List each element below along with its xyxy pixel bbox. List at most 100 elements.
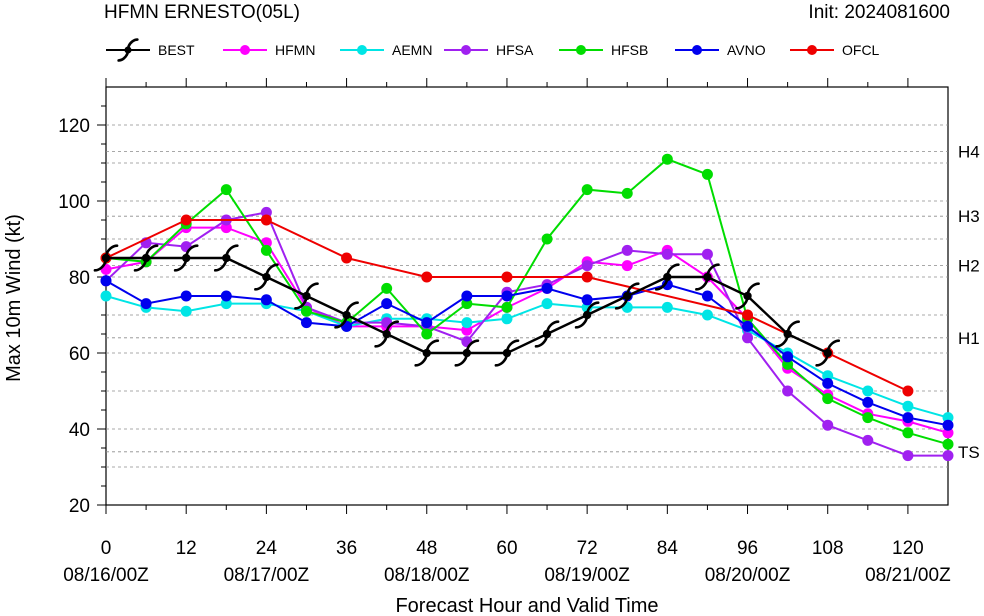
data-point <box>100 290 112 302</box>
data-point <box>581 271 593 283</box>
legend: BEST HFMN AEMN HFSA HFSB AVNO OFCL <box>106 38 880 62</box>
data-point <box>942 419 954 431</box>
date-label: 08/21/00Z <box>865 565 951 586</box>
x-tick-label: 72 <box>577 538 598 559</box>
best-track-point <box>213 244 239 272</box>
data-point <box>541 233 553 245</box>
data-point <box>260 214 272 226</box>
data-point <box>661 248 673 260</box>
best-track-point <box>374 320 400 348</box>
y-tick-label: 100 <box>58 192 90 213</box>
data-point <box>100 275 112 287</box>
legend-label: BEST <box>158 42 195 58</box>
legend-label: HFMN <box>275 42 315 58</box>
series-line <box>105 226 949 434</box>
init-label: Init: 2024081600 <box>808 2 950 23</box>
data-point <box>621 187 633 199</box>
data-point <box>501 313 513 325</box>
series-line <box>105 295 949 419</box>
legend-label: HFSB <box>611 42 648 58</box>
x-tick-label: 84 <box>657 538 679 559</box>
data-point <box>822 370 834 382</box>
data-point <box>220 298 232 310</box>
data-point <box>701 309 713 321</box>
legend-item-ofcl: OFCL <box>790 42 880 58</box>
best-track-point <box>695 263 720 291</box>
best-track-point <box>454 339 480 367</box>
data-point <box>260 206 272 218</box>
legend-item-hfsb: HFSB <box>559 42 648 58</box>
x-tick-label: 120 <box>892 538 924 559</box>
date-label: 08/20/00Z <box>705 565 791 586</box>
best-track-point <box>574 301 600 329</box>
date-label: 08/19/00Z <box>544 565 630 586</box>
y-axis-label: Max 10m Wind (kt) <box>3 214 25 382</box>
data-point <box>782 351 794 363</box>
best-track-point <box>534 320 560 348</box>
x-tick-label: 48 <box>416 538 437 559</box>
chart-title: HFMN ERNESTO(05L) <box>104 2 300 23</box>
legend-item-best: BEST <box>106 38 195 62</box>
data-point <box>180 305 192 317</box>
best-track-point <box>334 301 359 329</box>
data-point <box>581 301 593 313</box>
legend-item-aemn: AEMN <box>340 42 432 58</box>
data-point <box>902 427 914 439</box>
legend-label: OFCL <box>842 42 880 58</box>
data-point <box>862 396 874 408</box>
data-point <box>942 412 954 424</box>
series-line <box>105 211 948 457</box>
data-point <box>220 184 232 196</box>
data-point <box>822 419 834 431</box>
series-avno <box>100 275 954 431</box>
threshold-label: H2 <box>958 257 980 276</box>
best-track-point <box>414 339 440 367</box>
best-track-point <box>494 339 520 367</box>
data-point <box>902 385 914 397</box>
data-point <box>661 153 673 165</box>
data-point <box>701 168 713 180</box>
legend-marker <box>461 45 471 55</box>
date-label: 08/16/00Z <box>63 565 149 586</box>
y-tick-label: 60 <box>69 344 90 365</box>
data-point <box>701 290 713 302</box>
data-point <box>421 317 433 329</box>
x-tick-label: 12 <box>176 538 197 559</box>
data-point <box>581 260 593 272</box>
data-point <box>260 294 272 306</box>
data-point <box>902 412 914 424</box>
data-point <box>501 271 513 283</box>
date-label: 08/18/00Z <box>384 565 470 586</box>
data-point <box>461 290 473 302</box>
data-point <box>461 298 473 310</box>
best-track-point <box>254 263 279 291</box>
data-point <box>661 279 673 291</box>
legend-item-avno: AVNO <box>675 42 766 58</box>
best-track-point <box>173 244 199 272</box>
x-tick-label: 60 <box>496 538 517 559</box>
legend-marker <box>240 45 250 55</box>
legend-marker <box>692 45 702 55</box>
data-point <box>942 450 954 462</box>
x-tick-label: 24 <box>256 538 278 559</box>
data-point <box>782 385 794 397</box>
data-point <box>180 290 192 302</box>
data-point <box>742 320 754 332</box>
data-point <box>661 301 673 313</box>
legend-item-hfsa: HFSA <box>444 42 534 58</box>
legend-item-hfmn: HFMN <box>223 42 315 58</box>
data-point <box>581 294 593 306</box>
data-point <box>862 385 874 397</box>
data-point <box>260 244 272 256</box>
data-point <box>621 260 633 272</box>
x-tick-label: 108 <box>812 538 844 559</box>
series-line <box>105 279 949 427</box>
threshold-label: H1 <box>958 329 980 348</box>
data-point <box>942 427 954 439</box>
best-track-point <box>735 282 760 310</box>
series-hfsa <box>100 206 954 462</box>
best-track-point <box>815 339 841 367</box>
data-point <box>541 282 553 294</box>
x-tick-label: 0 <box>101 538 112 559</box>
data-point <box>501 290 513 302</box>
